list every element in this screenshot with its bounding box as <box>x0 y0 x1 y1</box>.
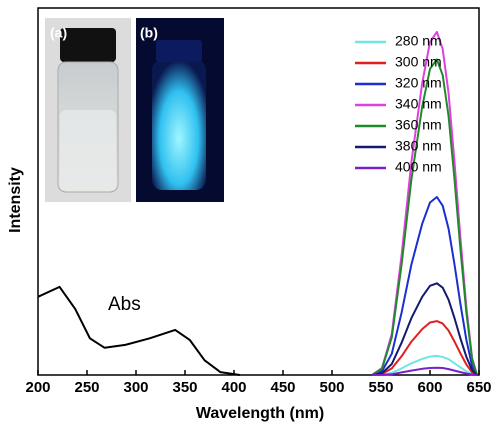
inset-label: (b) <box>140 25 158 41</box>
x-tick-label: 450 <box>270 379 295 396</box>
inset-b <box>136 18 224 202</box>
inset-a <box>45 18 131 202</box>
x-tick-label: 500 <box>319 379 344 396</box>
inset-label: (a) <box>50 25 67 41</box>
x-tick-label: 350 <box>172 379 197 396</box>
x-tick-label: 600 <box>417 379 442 396</box>
x-tick-label: 200 <box>25 379 50 396</box>
legend-label: 400 nm <box>395 159 442 175</box>
legend-label: 280 nm <box>395 33 442 49</box>
x-tick-label: 300 <box>123 379 148 396</box>
legend-label: 300 nm <box>395 54 442 70</box>
y-axis-title: Intensity <box>7 167 24 233</box>
x-tick-label: 650 <box>466 379 491 396</box>
annotation: Abs <box>108 294 141 315</box>
legend-label: 320 nm <box>395 75 442 91</box>
chart: (a) (b) Abs Wavelength (nm) Intensity 20… <box>0 0 499 425</box>
x-tick-label: 250 <box>74 379 99 396</box>
x-tick-label: 550 <box>368 379 393 396</box>
legend-label: 360 nm <box>395 117 442 133</box>
legend-label: 340 nm <box>395 96 442 112</box>
legend-label: 380 nm <box>395 138 442 154</box>
x-axis-title: Wavelength (nm) <box>196 405 324 422</box>
x-tick-label: 400 <box>221 379 246 396</box>
